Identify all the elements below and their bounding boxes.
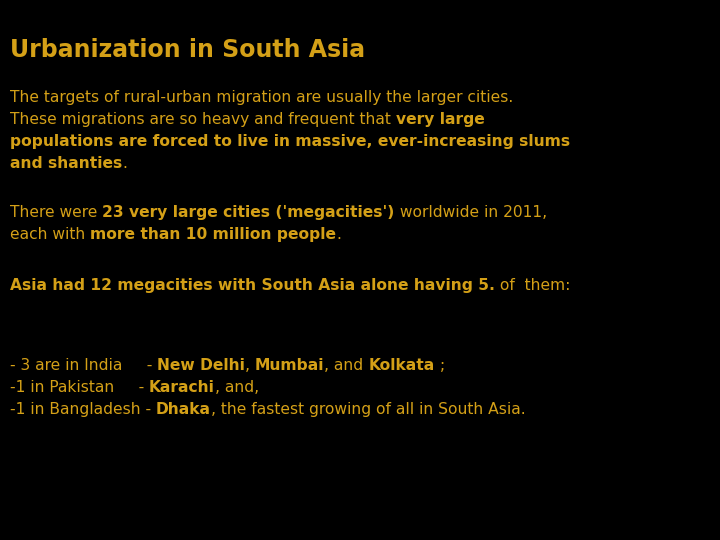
- Text: Dhaka: Dhaka: [156, 402, 211, 417]
- Text: New Delhi: New Delhi: [157, 358, 245, 373]
- Text: , and,: , and,: [215, 380, 259, 395]
- Text: Karachi: Karachi: [149, 380, 215, 395]
- Text: 23 very large cities ('megacities'): 23 very large cities ('megacities'): [102, 205, 395, 220]
- Text: and shanties: and shanties: [10, 156, 122, 171]
- Text: , and: , and: [325, 358, 369, 373]
- Text: of  them:: of them:: [495, 278, 570, 293]
- Text: There were: There were: [10, 205, 102, 220]
- Text: worldwide in 2011,: worldwide in 2011,: [395, 205, 546, 220]
- Text: Mumbai: Mumbai: [255, 358, 325, 373]
- Text: populations are forced to live in massive, ever-increasing slums: populations are forced to live in massiv…: [10, 134, 570, 149]
- Text: .: .: [122, 156, 127, 171]
- Text: .: .: [336, 227, 341, 242]
- Text: -1 in Pakistan     -: -1 in Pakistan -: [10, 380, 149, 395]
- Text: ;: ;: [435, 358, 445, 373]
- Text: Urbanization in South Asia: Urbanization in South Asia: [10, 38, 365, 62]
- Text: , the fastest growing of all in South Asia.: , the fastest growing of all in South As…: [211, 402, 526, 417]
- Text: each with: each with: [10, 227, 90, 242]
- Text: more than 10 million people: more than 10 million people: [90, 227, 336, 242]
- Text: - 3 are in India     -: - 3 are in India -: [10, 358, 157, 373]
- Text: These migrations are so heavy and frequent that: These migrations are so heavy and freque…: [10, 112, 396, 127]
- Text: Asia had 12 megacities with South Asia alone having 5.: Asia had 12 megacities with South Asia a…: [10, 278, 495, 293]
- Text: ,: ,: [245, 358, 255, 373]
- Text: -1 in Bangladesh -: -1 in Bangladesh -: [10, 402, 156, 417]
- Text: The targets of rural-urban migration are usually the larger cities.: The targets of rural-urban migration are…: [10, 90, 513, 105]
- Text: Kolkata: Kolkata: [369, 358, 435, 373]
- Text: very large: very large: [396, 112, 485, 127]
